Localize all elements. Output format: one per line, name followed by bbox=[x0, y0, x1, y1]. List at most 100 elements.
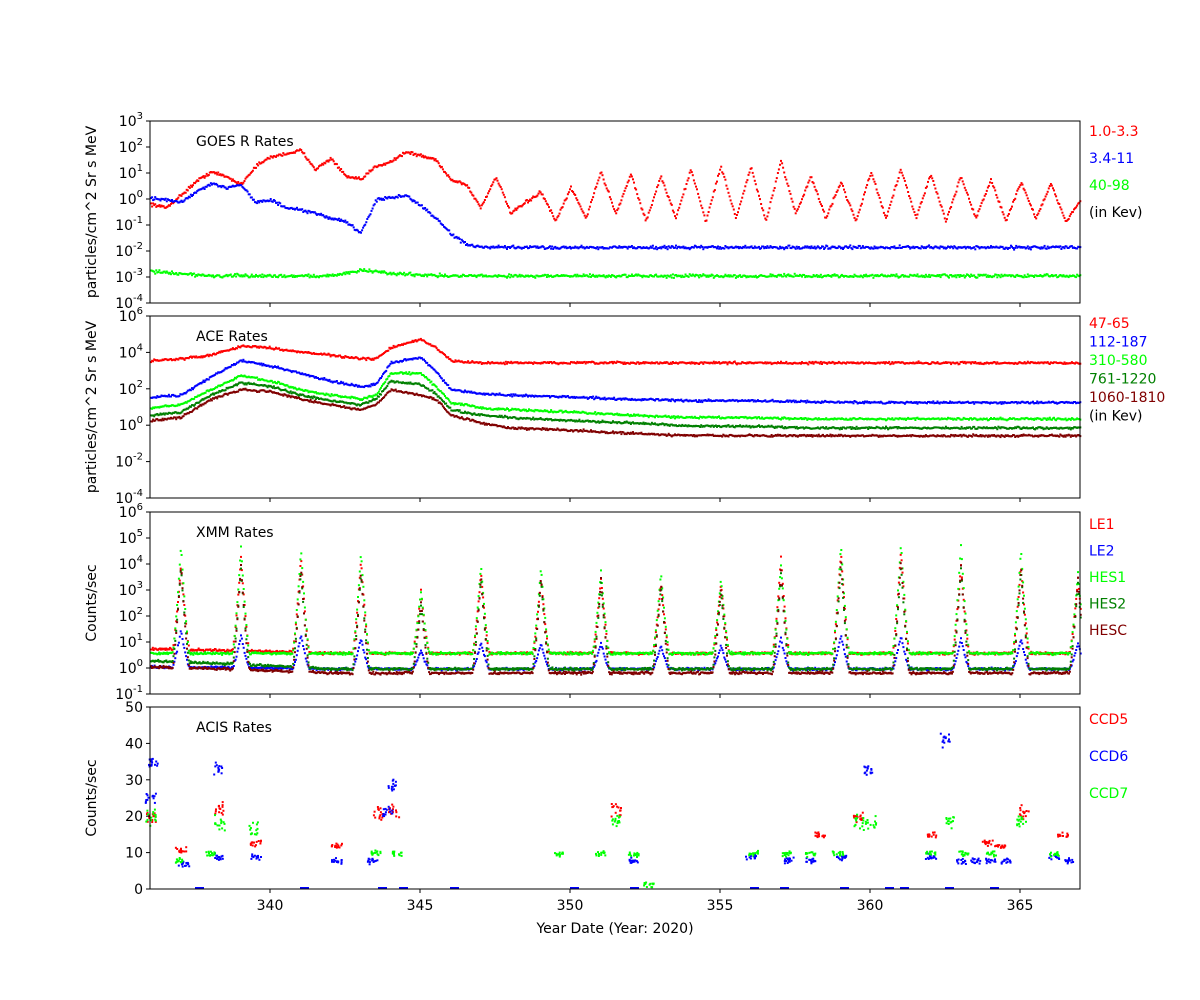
data-point bbox=[564, 245, 567, 248]
data-point bbox=[259, 162, 262, 165]
data-point bbox=[641, 276, 644, 279]
data-point bbox=[385, 369, 388, 372]
data-point bbox=[558, 212, 561, 215]
data-point bbox=[483, 275, 486, 278]
data-point bbox=[735, 275, 738, 278]
data-point bbox=[152, 202, 155, 205]
data-point bbox=[869, 247, 872, 250]
data-point bbox=[220, 186, 223, 189]
data-point bbox=[446, 275, 449, 278]
data-point bbox=[776, 172, 779, 174]
data-point bbox=[984, 193, 987, 195]
data-point bbox=[884, 214, 886, 217]
data-point bbox=[973, 274, 976, 277]
data-point bbox=[809, 361, 812, 364]
data-point bbox=[269, 365, 272, 368]
data-point bbox=[780, 159, 782, 162]
data-point bbox=[594, 187, 597, 190]
data-point bbox=[254, 275, 256, 278]
data-point bbox=[542, 274, 545, 277]
data-point bbox=[645, 361, 648, 364]
data-point bbox=[483, 199, 486, 201]
data-point bbox=[180, 194, 183, 197]
data-point bbox=[204, 175, 207, 178]
data-point bbox=[271, 366, 274, 369]
data-point bbox=[263, 364, 266, 367]
data-point bbox=[381, 198, 383, 201]
data-point bbox=[344, 219, 347, 222]
data-point bbox=[723, 275, 726, 278]
data-point bbox=[768, 207, 771, 210]
data-point bbox=[679, 361, 682, 364]
data-point bbox=[622, 273, 625, 276]
data-point bbox=[501, 191, 504, 194]
data-point bbox=[910, 200, 913, 203]
data-point bbox=[542, 361, 545, 364]
data-point bbox=[305, 351, 308, 354]
data-point bbox=[438, 375, 441, 377]
data-point bbox=[440, 377, 443, 380]
data-point bbox=[175, 395, 178, 398]
data-point bbox=[803, 246, 806, 249]
data-point bbox=[708, 274, 711, 277]
data-point bbox=[853, 246, 856, 249]
data-point bbox=[814, 275, 817, 278]
data-point bbox=[362, 356, 365, 359]
data-point bbox=[620, 398, 623, 401]
data-point bbox=[985, 275, 988, 278]
data-point bbox=[523, 395, 526, 398]
data-point bbox=[530, 361, 533, 364]
data-point bbox=[171, 201, 173, 204]
data-point bbox=[992, 361, 995, 364]
data-point bbox=[579, 205, 582, 208]
data-point bbox=[796, 247, 799, 250]
data-point bbox=[677, 398, 680, 401]
data-point bbox=[876, 361, 879, 364]
data-point bbox=[313, 353, 316, 355]
data-point bbox=[759, 274, 761, 277]
data-point bbox=[459, 389, 462, 392]
data-point bbox=[985, 189, 988, 192]
data-point bbox=[857, 244, 860, 247]
data-point bbox=[452, 180, 455, 183]
data-point bbox=[154, 396, 157, 399]
data-point bbox=[683, 247, 686, 250]
data-point bbox=[636, 247, 639, 250]
data-point bbox=[334, 380, 337, 383]
data-point bbox=[408, 151, 411, 154]
data-point bbox=[432, 215, 435, 218]
data-point bbox=[650, 204, 653, 206]
data-point bbox=[438, 164, 441, 167]
data-point bbox=[699, 274, 702, 276]
data-point bbox=[804, 189, 807, 192]
data-point bbox=[633, 246, 635, 249]
data-point bbox=[234, 180, 236, 183]
data-point bbox=[406, 151, 409, 154]
data-point bbox=[971, 207, 974, 210]
data-point bbox=[945, 218, 948, 221]
data-point bbox=[897, 276, 900, 279]
data-point bbox=[635, 188, 638, 191]
data-point bbox=[513, 361, 516, 364]
data-point bbox=[265, 199, 268, 202]
data-point bbox=[588, 273, 591, 276]
data-point bbox=[982, 363, 985, 366]
data-point bbox=[851, 362, 854, 365]
data-point bbox=[327, 275, 330, 278]
data-point bbox=[943, 273, 946, 276]
data-point bbox=[601, 246, 604, 248]
data-point bbox=[318, 353, 320, 356]
data-point bbox=[309, 274, 312, 277]
data-point bbox=[977, 361, 980, 364]
data-point bbox=[717, 174, 719, 177]
data-point bbox=[1060, 208, 1063, 211]
data-point bbox=[311, 352, 314, 355]
data-point bbox=[910, 274, 913, 277]
data-point bbox=[553, 246, 556, 249]
data-point bbox=[506, 276, 508, 279]
data-point bbox=[503, 363, 506, 366]
data-point bbox=[388, 161, 391, 164]
data-point bbox=[618, 245, 621, 248]
data-point bbox=[162, 395, 165, 398]
data-point bbox=[753, 179, 756, 182]
